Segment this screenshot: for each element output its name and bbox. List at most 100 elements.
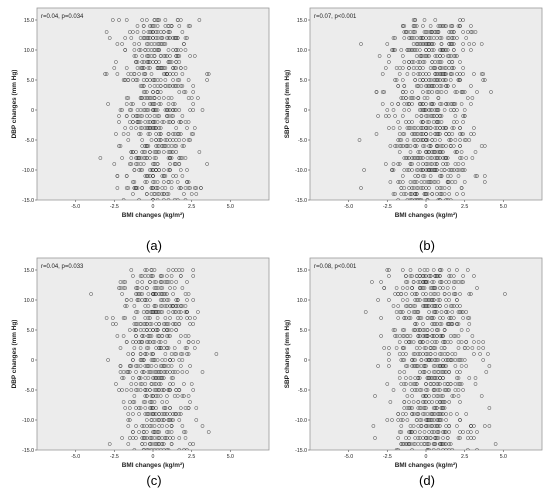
data-point (438, 54, 442, 58)
data-point (191, 442, 196, 446)
data-point (132, 168, 137, 172)
data-point (416, 310, 421, 314)
data-point (161, 406, 166, 410)
data-point (149, 72, 154, 76)
data-point (178, 334, 183, 338)
data-point (447, 60, 452, 64)
data-point (171, 436, 175, 440)
data-point (424, 54, 428, 58)
data-point (461, 66, 465, 70)
data-point (431, 394, 436, 398)
data-point (374, 132, 379, 136)
data-point (154, 406, 158, 410)
data-point (456, 162, 461, 166)
data-point (424, 406, 428, 410)
data-point (405, 334, 410, 338)
data-point (407, 36, 411, 40)
x-tick-label: -5.0 (71, 454, 80, 460)
data-point (131, 120, 135, 124)
data-point (183, 310, 188, 314)
data-point (180, 394, 185, 398)
data-point (421, 174, 425, 178)
data-point (182, 192, 186, 196)
data-point (405, 156, 410, 160)
data-point (141, 400, 146, 404)
data-point (152, 84, 157, 88)
data-point (448, 24, 453, 28)
data-point (158, 382, 163, 386)
data-point (135, 292, 140, 296)
data-point (458, 72, 462, 76)
data-point (385, 418, 390, 422)
data-point (178, 364, 183, 368)
data-point (417, 436, 422, 440)
data-point (182, 448, 186, 450)
data-point (151, 24, 155, 28)
data-point (166, 364, 171, 368)
data-point (421, 186, 425, 190)
data-point (158, 274, 163, 278)
data-point (447, 66, 452, 70)
data-point (411, 442, 416, 446)
data-point (453, 352, 458, 356)
data-point (453, 54, 458, 58)
data-point (152, 126, 157, 130)
data-point (151, 198, 155, 200)
data-point (425, 120, 430, 124)
data-point (155, 150, 160, 154)
data-point (129, 102, 134, 106)
data-point (185, 346, 189, 350)
data-point (185, 310, 189, 314)
data-point (154, 286, 158, 290)
data-point (120, 108, 124, 112)
data-point (166, 192, 171, 196)
data-point (434, 436, 439, 440)
data-point (447, 180, 452, 184)
data-point (448, 54, 453, 58)
data-point (178, 120, 183, 124)
data-point (421, 286, 425, 290)
data-point (436, 358, 441, 362)
data-point (400, 310, 405, 314)
x-tick-label: -2.5 (110, 454, 119, 460)
data-point (424, 132, 428, 136)
data-point (472, 352, 476, 356)
data-point (166, 310, 171, 314)
data-point (402, 442, 407, 446)
data-point (124, 298, 129, 302)
y-tick-label: 15.0 (297, 268, 307, 274)
data-point (186, 96, 191, 100)
data-point (161, 388, 166, 392)
data-point (475, 174, 479, 178)
data-point (431, 268, 436, 272)
data-point (424, 162, 428, 166)
data-point (390, 168, 394, 172)
data-point (144, 42, 149, 46)
data-point (154, 292, 158, 296)
data-point (155, 334, 160, 338)
data-point (163, 108, 168, 112)
data-point (458, 24, 462, 28)
data-point (413, 18, 418, 22)
data-point (439, 280, 444, 284)
data-point (467, 322, 472, 326)
correlation-annotation: r=0.08, p<0.001 (314, 264, 357, 270)
data-point (424, 30, 428, 34)
data-point (114, 132, 118, 136)
data-point (450, 126, 455, 130)
data-point (158, 310, 163, 314)
data-point (417, 328, 422, 332)
data-point (422, 346, 427, 350)
data-point (135, 60, 140, 64)
data-point (469, 424, 473, 428)
data-point (400, 298, 405, 302)
data-point (144, 418, 149, 422)
data-point (144, 144, 149, 148)
data-point (152, 376, 157, 380)
data-point (450, 310, 455, 314)
data-point (124, 96, 129, 100)
data-point (428, 126, 433, 130)
data-point (163, 406, 168, 410)
data-point (448, 316, 453, 320)
data-point (414, 84, 419, 88)
